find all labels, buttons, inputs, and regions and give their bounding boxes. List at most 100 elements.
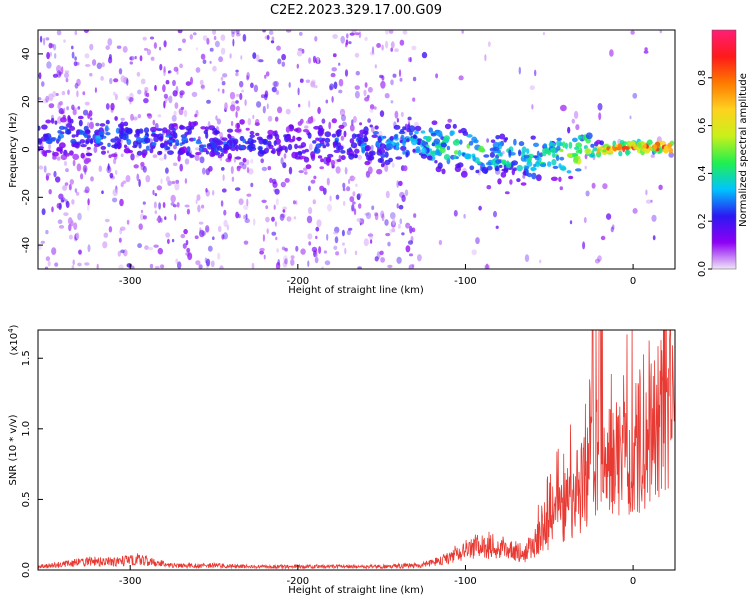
spectrogram-noise-blob xyxy=(146,48,152,56)
spectrogram-noise-blob xyxy=(234,187,241,191)
spectrogram-noise-blob xyxy=(261,199,267,203)
snr-y-tick-label: 1.0 xyxy=(21,421,32,437)
spectrogram-noise-blob xyxy=(373,106,377,110)
spectrogram-noise-blob xyxy=(338,78,344,87)
spectrogram-noise-blob xyxy=(174,102,179,109)
spectrogram-noise-blob xyxy=(251,262,255,269)
spectrogram-noise-blob xyxy=(374,212,379,221)
spectrogram-noise-blob xyxy=(55,176,61,183)
snr-x-label: Height of straight line (km) xyxy=(288,585,424,596)
spectrogram-noise-blob xyxy=(65,168,69,173)
colorbar-label: Normalized spectral amplitude xyxy=(738,73,749,227)
spectrogram-ridge-blob xyxy=(325,142,330,147)
spectrogram-noise-blob xyxy=(504,191,510,195)
spectrogram-noise-blob xyxy=(157,247,163,255)
spectrogram-x-label: Height of straight line (km) xyxy=(288,285,424,296)
spectrogram-noise-blob xyxy=(58,193,64,200)
spectrogram-noise-blob xyxy=(184,158,190,165)
spectrogram-ridge-blob xyxy=(242,157,247,163)
spectrogram-noise-blob xyxy=(250,182,254,188)
spectrogram-ridge-blob xyxy=(476,161,482,165)
spectrogram-ridge-blob xyxy=(168,123,175,131)
spectrogram-noise-blob xyxy=(367,166,373,175)
spectrogram-noise-blob xyxy=(209,47,214,52)
spectrogram-noise-blob xyxy=(163,153,167,160)
snr-x-tick-label: -100 xyxy=(454,576,477,587)
spectrogram-noise-blob xyxy=(159,46,162,51)
spectrogram-noise-blob xyxy=(246,75,249,81)
spectrogram-noise-blob xyxy=(173,144,177,150)
spectrogram-noise-blob xyxy=(253,84,259,93)
spectrogram-noise-blob xyxy=(271,231,277,236)
spectrogram-noise-blob xyxy=(129,56,133,61)
spectrogram-ridge-blob xyxy=(236,165,242,169)
spectrogram-ridge-blob xyxy=(443,135,450,142)
spectrogram-noise-blob xyxy=(84,64,91,67)
spectrogram-noise-blob xyxy=(174,183,180,191)
spectrogram-ridge-blob xyxy=(596,148,600,155)
spectrogram-ridge-blob xyxy=(508,149,512,156)
spectrogram-ridge-blob xyxy=(158,136,164,142)
spectrogram-noise-blob xyxy=(195,47,199,51)
spectrogram-noise-blob xyxy=(163,93,168,99)
spectrogram-ridge-blob xyxy=(234,128,242,133)
spectrogram-noise-blob xyxy=(172,79,176,87)
spectrogram-noise-blob xyxy=(343,200,346,206)
spectrogram-ridge-blob xyxy=(52,151,59,157)
spectrogram-ridge-blob xyxy=(400,134,405,140)
spectrogram-ridge-blob xyxy=(400,145,407,151)
spectrogram-noise-blob xyxy=(222,88,225,94)
spectrogram-noise-blob xyxy=(220,76,224,81)
spectrogram-noise-blob xyxy=(206,37,210,45)
spectrogram-ridge-blob xyxy=(214,130,220,135)
spectrogram-noise-blob xyxy=(165,176,170,183)
colorbar-tick-label: 0.4 xyxy=(697,165,708,181)
spectrogram-noise-blob xyxy=(380,80,386,89)
spectrogram-noise-blob xyxy=(369,104,375,110)
spectrogram-noise-blob xyxy=(193,32,197,36)
spectrogram-y-label: Frequency (Hz) xyxy=(8,112,19,188)
spectrogram-noise-blob xyxy=(72,159,76,167)
spectrogram-ridge-blob xyxy=(500,159,507,164)
spectrogram-noise-blob xyxy=(283,153,287,159)
spectrogram-noise-blob xyxy=(417,254,422,262)
spectrogram-noise-blob xyxy=(335,251,340,256)
spectrogram-noise-blob xyxy=(396,203,399,209)
spectrogram-noise-blob xyxy=(175,258,178,264)
spectrogram-ridge-blob xyxy=(405,152,409,158)
spectrogram-noise-blob xyxy=(370,239,373,244)
snr-y-ticks: 0.0 0.5 1.0 1.5 xyxy=(21,350,43,578)
spectrogram-noise-blob xyxy=(629,115,632,120)
spectrogram-noise-blob xyxy=(329,195,332,202)
spectrogram-noise-blob xyxy=(196,194,201,201)
snr-frame xyxy=(37,329,676,571)
spectrogram-ridge-blob xyxy=(83,132,88,138)
spectrogram-noise-blob xyxy=(349,32,355,36)
spectrogram-ridge-blob xyxy=(560,104,567,112)
spectrogram-noise-blob xyxy=(110,102,115,111)
spectrogram-noise-blob xyxy=(262,234,265,242)
spectrogram-noise-blob xyxy=(285,108,291,115)
spectrogram-noise-blob xyxy=(539,259,542,264)
spectrogram-noise-blob xyxy=(186,208,190,215)
spectrogram-noise-blob xyxy=(144,86,149,93)
spectrogram-noise-blob xyxy=(274,188,280,195)
spectrogram-ridge-blob xyxy=(602,149,607,153)
spectrogram-noise-blob xyxy=(115,170,118,175)
spectrogram-noise-blob xyxy=(146,92,150,98)
spectrogram-ridge-blob xyxy=(227,153,233,160)
spectrogram-ridge-blob xyxy=(614,144,618,148)
spectrogram-noise-blob xyxy=(235,69,239,73)
spectrogram-ridge-blob xyxy=(533,142,539,147)
spectrogram-ridge-blob xyxy=(575,168,582,172)
spectrogram-noise-blob xyxy=(243,240,249,245)
spectrogram-ridge-blob xyxy=(165,134,173,138)
spectrogram-noise-blob xyxy=(94,87,97,93)
spectrogram-noise-blob xyxy=(185,81,192,86)
spectrogram-noise-blob xyxy=(571,118,575,124)
spectrogram-noise-blob xyxy=(119,198,124,207)
spectrogram-noise-blob xyxy=(76,163,82,172)
snr-x-tick-label: -200 xyxy=(286,576,309,587)
spectrogram-noise-blob xyxy=(137,89,142,95)
spectrogram-noise-blob xyxy=(518,66,521,75)
